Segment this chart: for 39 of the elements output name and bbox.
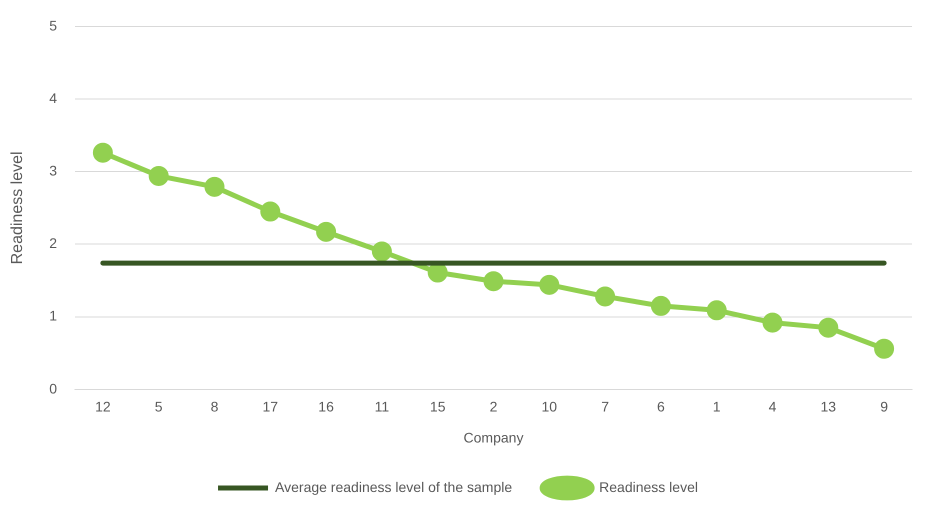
- point: [818, 318, 838, 338]
- x-tick-label: 10: [542, 398, 558, 415]
- x-tick-label: 17: [262, 398, 278, 415]
- x-tick-label: 15: [430, 398, 446, 415]
- point: [483, 271, 504, 292]
- x-tick-label: 11: [374, 398, 390, 415]
- y-tick-label: 2: [49, 235, 58, 252]
- x-tick-label: 5: [154, 398, 163, 415]
- point: [316, 222, 336, 242]
- x-tick-label: 16: [318, 398, 334, 415]
- point: [706, 300, 727, 320]
- point: [595, 286, 616, 306]
- point: [260, 202, 280, 222]
- point: [372, 241, 392, 262]
- x-tick-label: 12: [95, 398, 111, 415]
- x-tick-label: 13: [820, 398, 836, 415]
- x-axis-title: Company: [464, 429, 524, 446]
- legend-label: Readiness level: [599, 478, 698, 495]
- x-tick-label: 6: [656, 398, 665, 415]
- y-tick-label: 4: [49, 90, 58, 106]
- x-tick-label: 7: [601, 398, 610, 415]
- point: [762, 312, 782, 333]
- point: [148, 166, 169, 186]
- x-tick-label: 1: [712, 398, 721, 415]
- y-tick-label: 0: [49, 380, 58, 396]
- point: [539, 274, 560, 295]
- y-axis-title: Readiness level: [9, 151, 26, 264]
- point: [92, 142, 113, 163]
- legend-label: Average readiness level of the sample: [275, 478, 512, 495]
- x-tick-label: 4: [768, 398, 777, 415]
- y-tick-label: 5: [49, 17, 58, 34]
- y-tick-label: 1: [49, 308, 58, 324]
- point: [874, 338, 894, 359]
- x-tick-label: 2: [490, 398, 498, 415]
- point: [650, 296, 671, 316]
- point: [204, 176, 224, 197]
- y-tick-label: 3: [49, 162, 58, 178]
- x-tick-label: 9: [880, 398, 888, 415]
- x-tick-label: 8: [210, 398, 219, 415]
